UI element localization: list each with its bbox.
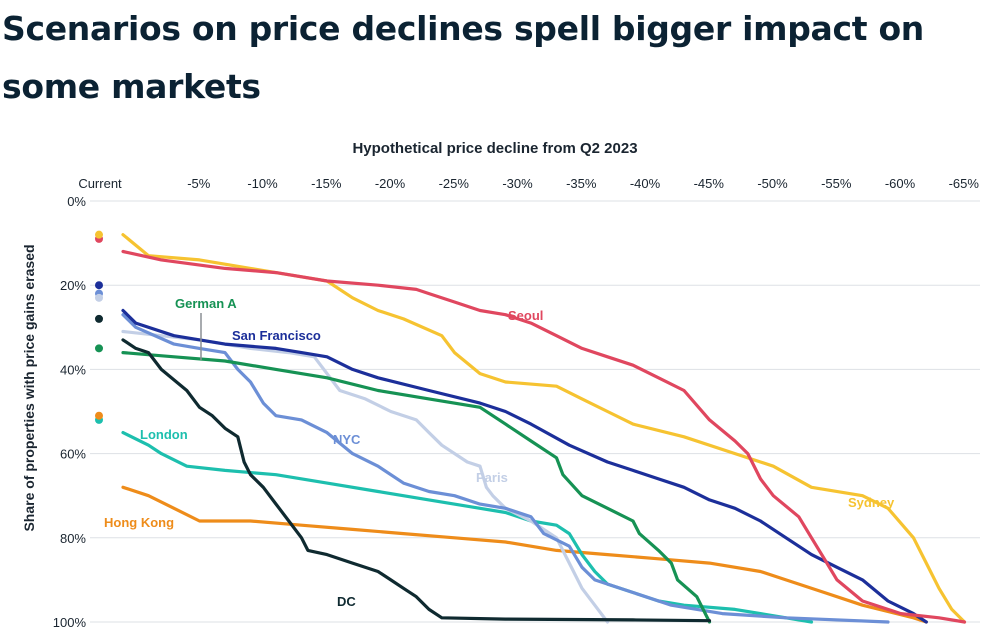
x-tick-label: -15%	[311, 176, 342, 191]
x-tick-label: -60%	[885, 176, 916, 191]
x-tick-label: -20%	[375, 176, 406, 191]
x-tick-label: -40%	[630, 176, 661, 191]
current-marker-dc	[95, 314, 103, 323]
y-tick-label: 20%	[60, 278, 86, 293]
series-line-german-a	[121, 351, 712, 624]
x-axis-label: Hypothetical price decline from Q2 2023	[352, 140, 637, 157]
series-label-san-francisco: San Francisco	[232, 328, 321, 343]
chart-title: Scenarios on price declines spell bigger…	[2, 9, 925, 106]
y-tick-label: 80%	[60, 531, 86, 546]
series-line-san-francisco	[121, 308, 928, 624]
current-marker-sydney	[95, 230, 103, 239]
series-label-nyc: NYC	[333, 432, 361, 447]
series-labels: Seoul Sydney San Francisco German A NYC Paris…	[104, 296, 895, 609]
current-marker-german-a	[95, 344, 103, 353]
series-line-seoul	[121, 249, 967, 624]
x-tick-label: -5%	[187, 176, 211, 191]
x-tick-label: Current	[78, 176, 122, 191]
x-tick-label: -65%	[949, 176, 980, 191]
x-tick-label: -35%	[566, 176, 597, 191]
x-tick-label: -30%	[502, 176, 533, 191]
y-axis-label: Share of properties with price gains era…	[21, 244, 37, 531]
series-label-london: London	[140, 427, 188, 442]
series-line-dc	[121, 338, 712, 623]
y-tick-label: 40%	[60, 362, 86, 377]
x-tick-label: -45%	[694, 176, 725, 191]
series-label-german-a: German A	[175, 296, 237, 311]
current-markers	[95, 230, 103, 424]
series-label-paris: Paris	[476, 470, 508, 485]
series-label-sydney: Sydney	[848, 495, 895, 510]
series-line-sydney	[121, 233, 967, 624]
x-tick-label: -55%	[821, 176, 852, 191]
series-line-paris	[121, 329, 610, 624]
series-lines	[121, 233, 967, 624]
current-marker-paris	[95, 293, 103, 302]
y-tick-labels: 0% 20% 40% 60% 80% 100%	[53, 194, 87, 630]
gridlines	[90, 200, 980, 623]
y-tick-label: 60%	[60, 447, 86, 462]
current-marker-hong-kong	[95, 411, 103, 420]
x-tick-label: -10%	[247, 176, 278, 191]
x-tick-label: -50%	[757, 176, 788, 191]
series-line-hong-kong	[121, 485, 928, 624]
series-label-dc: DC	[337, 594, 356, 609]
y-tick-label: 100%	[53, 615, 87, 630]
series-label-hong-kong: Hong Kong	[104, 515, 174, 530]
y-tick-label: 0%	[67, 194, 86, 209]
series-label-seoul: Seoul	[508, 308, 543, 323]
current-marker-san-francisco	[95, 281, 103, 290]
x-tick-label: -25%	[439, 176, 470, 191]
x-tick-labels: Current -5% -10% -15% -20% -25% -30% -35% -40% -4…	[78, 176, 979, 191]
